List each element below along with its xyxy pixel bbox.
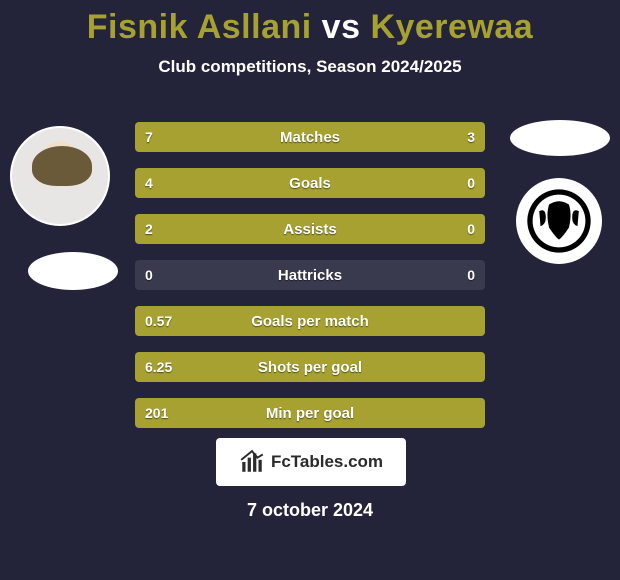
- stat-row: 201Min per goal: [135, 398, 485, 428]
- player1-name: Fisnik Asllani: [87, 8, 312, 46]
- stat-row: 40Goals: [135, 168, 485, 198]
- stat-row: 0.57Goals per match: [135, 306, 485, 336]
- footer-date: 7 october 2024: [0, 500, 620, 521]
- stat-label: Assists: [135, 214, 485, 244]
- stat-label: Shots per goal: [135, 352, 485, 382]
- stat-label: Goals: [135, 168, 485, 198]
- player1-team-badge: [28, 252, 118, 290]
- stat-row: 73Matches: [135, 122, 485, 152]
- site-name: FcTables.com: [271, 452, 383, 472]
- stat-row: 6.25Shots per goal: [135, 352, 485, 382]
- player1-photo: [10, 126, 110, 226]
- comparison-title: Fisnik Asllani vs Kyerewaa: [0, 0, 620, 47]
- player2-photo: [510, 120, 610, 156]
- team-crest-icon: [526, 188, 592, 254]
- site-attribution-badge: FcTables.com: [216, 438, 406, 486]
- chart-icon: [239, 449, 265, 475]
- stat-label: Matches: [135, 122, 485, 152]
- vs-separator: vs: [322, 8, 361, 46]
- stat-label: Hattricks: [135, 260, 485, 290]
- stat-label: Min per goal: [135, 398, 485, 428]
- stat-label: Goals per match: [135, 306, 485, 336]
- stat-row: 20Assists: [135, 214, 485, 244]
- player2-name: Kyerewaa: [370, 8, 533, 46]
- stat-row: 00Hattricks: [135, 260, 485, 290]
- subtitle: Club competitions, Season 2024/2025: [0, 57, 620, 77]
- stats-bars: 73Matches 40Goals 20Assists 00Hattricks 0.57…: [135, 122, 485, 444]
- player2-team-badge: [516, 178, 602, 264]
